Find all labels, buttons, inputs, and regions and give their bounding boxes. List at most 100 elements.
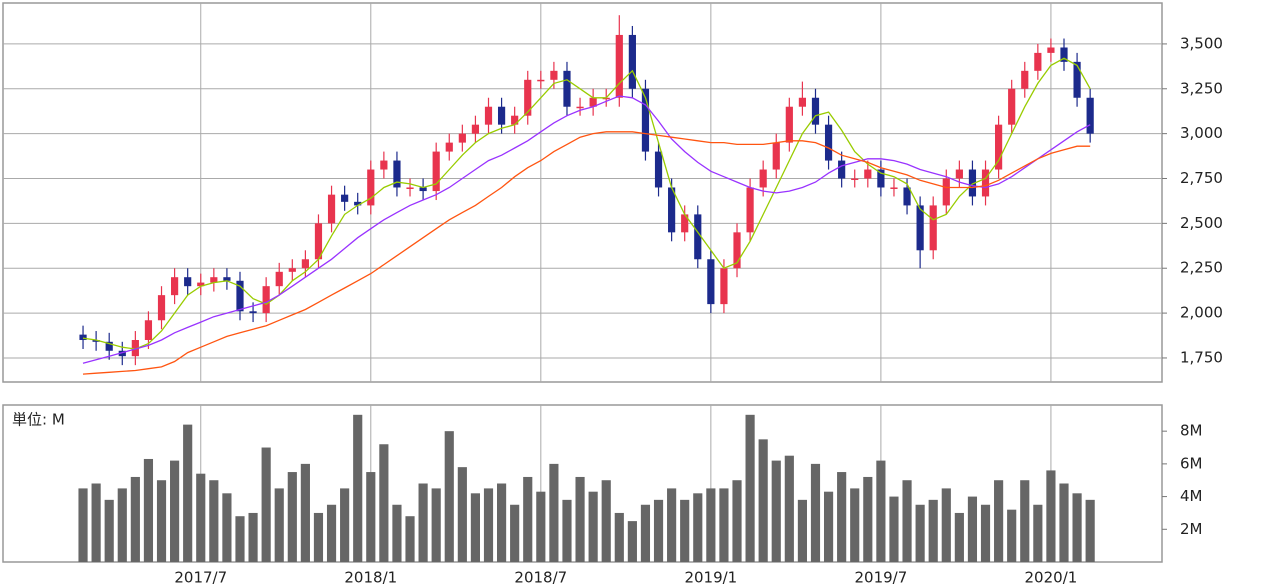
volume-bar [902,480,912,562]
volume-bar [379,444,389,562]
y-tick-label: 2,500 [1180,214,1223,232]
candle-body [668,187,676,233]
volume-bar [1007,509,1017,562]
y-tick-label: 3,000 [1180,124,1223,142]
volume-bar [470,493,481,562]
candle-body [981,169,990,197]
candle-body [197,282,205,287]
volume-bar [889,496,899,562]
volume-bar [209,480,219,562]
volume-bar [156,480,167,562]
y-tick-label: 6M [1180,454,1203,472]
y-tick-label: 4M [1180,487,1203,505]
candle-body [288,268,296,272]
candle-body [563,70,571,107]
candle-body [393,160,401,188]
candle-body [419,187,427,192]
volume-bar [758,439,768,562]
candle-body [785,106,793,143]
volume-bar [928,499,938,562]
x-tick-label: 2018/1 [344,569,397,587]
candle-body [210,277,218,283]
volume-bar [745,414,755,562]
volume-bar [196,473,206,562]
candle-body [157,295,166,321]
volume-bar [614,512,624,562]
volume-bar [601,480,611,562]
x-tick-label: 2019/7 [854,569,907,587]
x-tick-label: 2017/7 [174,569,227,587]
volume-bar [91,483,101,562]
volume-bar [300,463,310,562]
volume-bar [915,504,925,562]
candle-body [262,286,270,314]
volume-bar [667,488,677,562]
candle-body [458,133,466,143]
candle-body [92,340,100,342]
moving-average [82,57,1091,350]
y-tick-label: 3,500 [1180,34,1223,52]
candle-body [955,169,963,179]
volume-bar [143,458,154,562]
volume-bar [313,512,324,562]
volume-bar [549,463,559,562]
candle-body [968,169,977,197]
candle-body [890,187,898,189]
candle-body [1086,97,1094,134]
candle-body [314,223,323,260]
candle-body [511,115,519,125]
candle-body [798,97,807,107]
candle-body [746,187,754,233]
volume-bar [706,488,716,562]
volume-bar [1046,470,1056,562]
x-tick-label: 2020/1 [1025,569,1078,587]
candle-body [916,205,924,251]
volume-bar [954,512,964,562]
candle-body [118,350,126,357]
volume-bar [326,504,337,562]
volume-bar [994,480,1004,562]
volume-bar [810,463,821,562]
candle-body [367,169,375,206]
volume-bar [497,483,507,562]
y-tick-label: 2M [1180,520,1203,538]
candle-body [471,124,480,134]
volume-bar [261,447,271,562]
volume-bar [1085,499,1095,562]
candle-body [772,142,780,170]
volume-bar [340,488,350,562]
volume-bar [392,504,402,562]
volume-bar [1033,504,1043,562]
volume-bar [183,424,193,562]
volume-bar [78,488,88,562]
volume-bar [274,488,284,562]
volume-bar [536,491,546,562]
candle-body [864,169,872,179]
moving-average [82,131,1091,375]
volume-bar [222,493,232,562]
volume-bar [719,488,729,562]
volume-bar [575,476,585,562]
volume-bar [627,521,637,562]
candle-body [1034,52,1042,71]
candle-body [929,205,937,251]
candle-body [144,320,153,341]
candle-body [1060,47,1068,62]
candle-body [1047,47,1055,53]
volume-bar [1020,480,1030,562]
volume-bar [130,476,140,562]
volume-bar [876,460,886,562]
candle-body [170,277,179,296]
candle-body [497,106,506,125]
candle-body [550,70,558,80]
candle-body [1021,70,1029,89]
candle-body [903,187,911,206]
candle-body [537,79,545,82]
volume-bar [1059,483,1069,562]
candle-body [432,151,440,192]
y-tick-label: 1,750 [1180,348,1223,366]
volume-bar [104,499,114,562]
volume-bar [287,472,297,562]
volume-bar [837,472,847,562]
